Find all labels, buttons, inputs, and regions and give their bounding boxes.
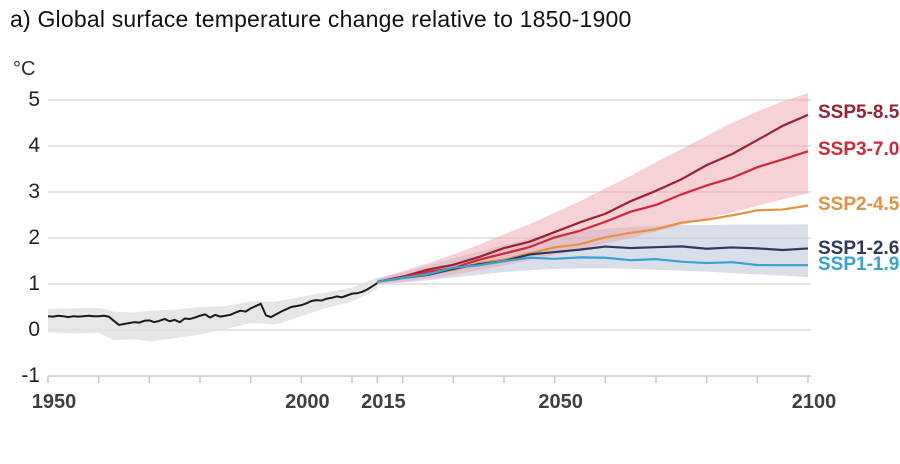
historical-line bbox=[47, 282, 378, 326]
y-tick-label: 5 bbox=[28, 88, 40, 111]
x-tick-label: 1950 bbox=[31, 391, 77, 413]
scenario-line bbox=[377, 256, 809, 283]
chart-title: a) Global surface temperature change rel… bbox=[10, 6, 632, 32]
legend-item: SSP3-7.0 bbox=[818, 138, 900, 160]
x-tick-label: 2015 bbox=[361, 391, 406, 413]
y-tick-label: 2 bbox=[28, 226, 40, 249]
legend-item: SSP5-8.5 bbox=[818, 101, 900, 123]
y-tick-label: 1 bbox=[28, 272, 40, 295]
legend-item: SSP1-1.9 bbox=[818, 254, 900, 276]
uncertainty-band bbox=[377, 93, 808, 284]
y-tick-label: 3 bbox=[28, 180, 40, 203]
y-tick-label: 0 bbox=[28, 318, 40, 341]
x-tick-label: 2100 bbox=[791, 391, 837, 413]
y-tick-label: -1 bbox=[21, 364, 40, 387]
historical-uncertainty-band bbox=[48, 277, 378, 342]
x-tick-label: 2050 bbox=[538, 391, 583, 413]
legend-item: SSP1-2.6 bbox=[818, 237, 900, 259]
y-axis-unit-label: °C bbox=[13, 58, 36, 80]
y-tick-label: 4 bbox=[28, 134, 40, 157]
x-tick-label: 2000 bbox=[285, 391, 330, 413]
legend-item: SSP2-4.5 bbox=[818, 193, 900, 215]
scenario-line bbox=[377, 113, 809, 283]
